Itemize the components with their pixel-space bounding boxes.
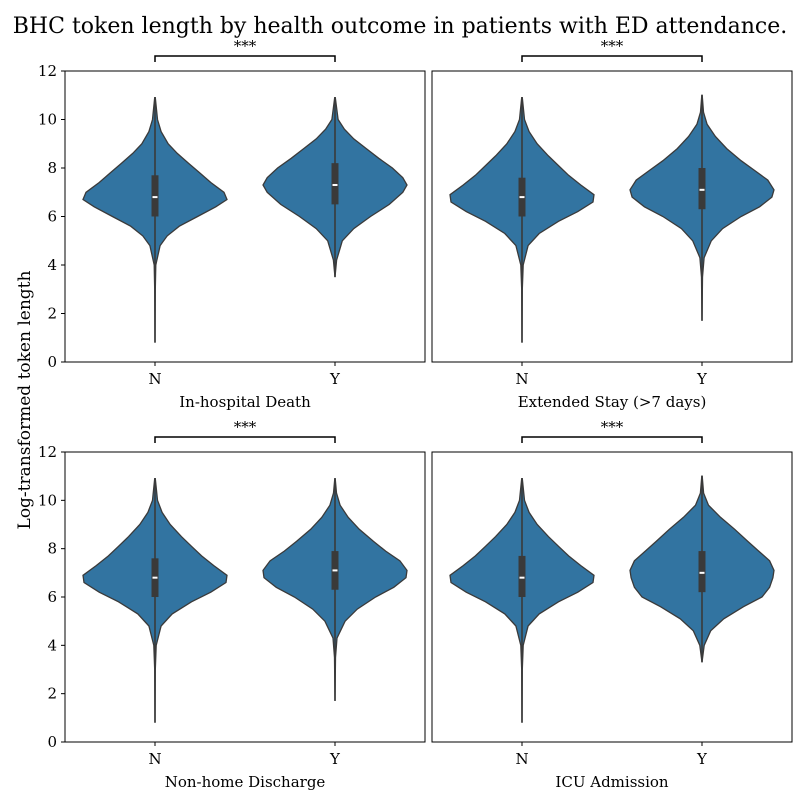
- panel-2: N Y Extended Stay (>7 days) ***: [431, 37, 793, 411]
- significance-label: ***: [601, 418, 624, 436]
- y-tick-label: 0: [47, 353, 57, 371]
- y-axis-label: Log-transformed token length: [15, 270, 35, 529]
- significance-bracket: [154, 55, 336, 62]
- y-tick-label: 12: [38, 62, 57, 80]
- significance-label: ***: [234, 37, 257, 55]
- significance-bracket: [521, 436, 703, 443]
- x-axis-label: Extended Stay (>7 days): [518, 393, 707, 411]
- y-tick-label: 10: [38, 491, 57, 509]
- y-tick-label: 0: [47, 733, 57, 751]
- y-tick-label: 8: [47, 540, 57, 558]
- violin-box-Y: [698, 168, 706, 210]
- y-tick-label: 12: [38, 443, 57, 461]
- x-tick-label: Y: [329, 370, 341, 388]
- y-tick-label: 2: [47, 305, 57, 323]
- significance-label: ***: [601, 37, 624, 55]
- x-tick-label: N: [515, 750, 528, 768]
- violin-box-Y: [331, 163, 339, 205]
- x-tick-label: N: [148, 750, 161, 768]
- y-tick-label: 2: [47, 685, 57, 703]
- violin-box-N: [151, 175, 159, 217]
- axes-frame: [431, 451, 793, 743]
- y-tick-label: 6: [47, 208, 57, 226]
- y-tick-label: 8: [47, 159, 57, 177]
- x-tick-label: Y: [696, 750, 708, 768]
- significance-bracket: [521, 55, 703, 62]
- x-tick-label: Y: [696, 370, 708, 388]
- x-axis-label: In-hospital Death: [179, 393, 311, 411]
- y-tick-label: 4: [47, 256, 57, 274]
- x-axis-label: Non-home Discharge: [165, 773, 326, 791]
- y-tick-label: 4: [47, 636, 57, 654]
- significance-bracket: [154, 436, 336, 443]
- y-tick-label: 10: [38, 111, 57, 129]
- panel-1: 0 2 4 6 8 10 12 N Y In-hospital Death ***: [38, 37, 426, 411]
- chart-title: BHC token length by health outcome in pa…: [13, 14, 787, 39]
- panels: 0 2 4 6 8 10 12 N Y In-hospital Death *** N Y Extende…: [38, 37, 793, 791]
- panel-4: N Y ICU Admission ***: [431, 418, 793, 791]
- x-axis-label: ICU Admission: [555, 773, 668, 791]
- axes-frame: [431, 70, 793, 363]
- x-tick-label: N: [515, 370, 528, 388]
- violin-box-Y: [698, 551, 706, 593]
- y-tick-label: 6: [47, 588, 57, 606]
- x-tick-label: Y: [329, 750, 341, 768]
- violin-box-N: [518, 555, 526, 597]
- significance-label: ***: [234, 418, 257, 436]
- x-tick-label: N: [148, 370, 161, 388]
